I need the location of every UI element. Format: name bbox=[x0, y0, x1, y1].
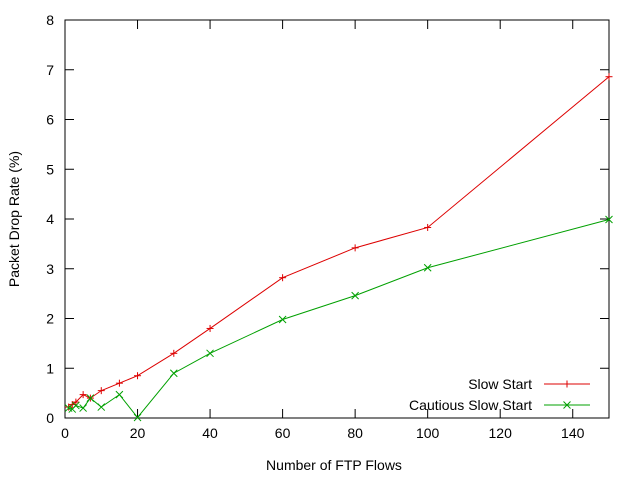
y-tick-label: 0 bbox=[46, 410, 54, 426]
data-point-slow-start bbox=[605, 73, 613, 81]
data-point-cautious-slow-start bbox=[278, 315, 287, 324]
y-tick-label: 2 bbox=[46, 311, 54, 327]
y-tick-label: 4 bbox=[46, 211, 54, 227]
y-tick-label: 3 bbox=[46, 261, 54, 277]
data-point-cautious-slow-start bbox=[423, 263, 432, 272]
x-axis-title: Number of FTP Flows bbox=[266, 457, 402, 473]
x-tick-label: 20 bbox=[130, 425, 146, 441]
y-axis-title: Packet Drop Rate (%) bbox=[6, 151, 22, 287]
y-tick-label: 6 bbox=[46, 112, 54, 128]
data-point-slow-start bbox=[115, 379, 123, 387]
data-point-slow-start bbox=[134, 372, 142, 380]
data-point-slow-start bbox=[72, 398, 80, 406]
x-tick-label: 80 bbox=[347, 425, 363, 441]
data-point-cautious-slow-start bbox=[72, 401, 80, 410]
data-point-slow-start bbox=[97, 387, 105, 395]
legend-label-cautious-slow-start: Cautious Slow Start bbox=[409, 397, 532, 413]
data-point-cautious-slow-start bbox=[169, 369, 178, 378]
data-point-cautious-slow-start bbox=[206, 349, 214, 358]
data-point-slow-start bbox=[424, 223, 432, 231]
y-tick-label: 7 bbox=[46, 62, 54, 78]
data-point-cautious-slow-start bbox=[79, 404, 87, 412]
y-tick-label: 8 bbox=[46, 12, 54, 28]
legend-marker-cautious-slow-start bbox=[563, 401, 571, 409]
data-point-slow-start bbox=[79, 391, 87, 399]
series-line-slow-start bbox=[68, 76, 610, 408]
data-point-slow-start bbox=[351, 244, 359, 252]
data-point-cautious-slow-start bbox=[133, 413, 142, 422]
plot-frame bbox=[64, 19, 610, 419]
x-tick-label: 40 bbox=[202, 425, 218, 441]
y-tick-label: 5 bbox=[46, 161, 54, 177]
data-point-cautious-slow-start bbox=[351, 291, 359, 300]
data-point-slow-start bbox=[206, 324, 214, 332]
x-tick-label: 100 bbox=[416, 425, 440, 441]
data-point-slow-start bbox=[279, 274, 287, 282]
x-tick-label: 140 bbox=[561, 425, 585, 441]
y-tick-label: 1 bbox=[46, 360, 54, 376]
data-point-cautious-slow-start bbox=[97, 403, 106, 411]
legend-marker-slow-start bbox=[563, 380, 571, 388]
data-point-cautious-slow-start bbox=[605, 215, 613, 224]
x-tick-label: 120 bbox=[489, 425, 513, 441]
data-point-slow-start bbox=[170, 349, 178, 357]
x-tick-label: 60 bbox=[275, 425, 291, 441]
series-line-cautious-slow-start bbox=[68, 219, 610, 419]
x-tick-label: 0 bbox=[61, 425, 69, 441]
data-point-cautious-slow-start bbox=[115, 390, 124, 399]
data-point-cautious-slow-start bbox=[86, 394, 95, 402]
legend-label-slow-start: Slow Start bbox=[468, 376, 532, 392]
